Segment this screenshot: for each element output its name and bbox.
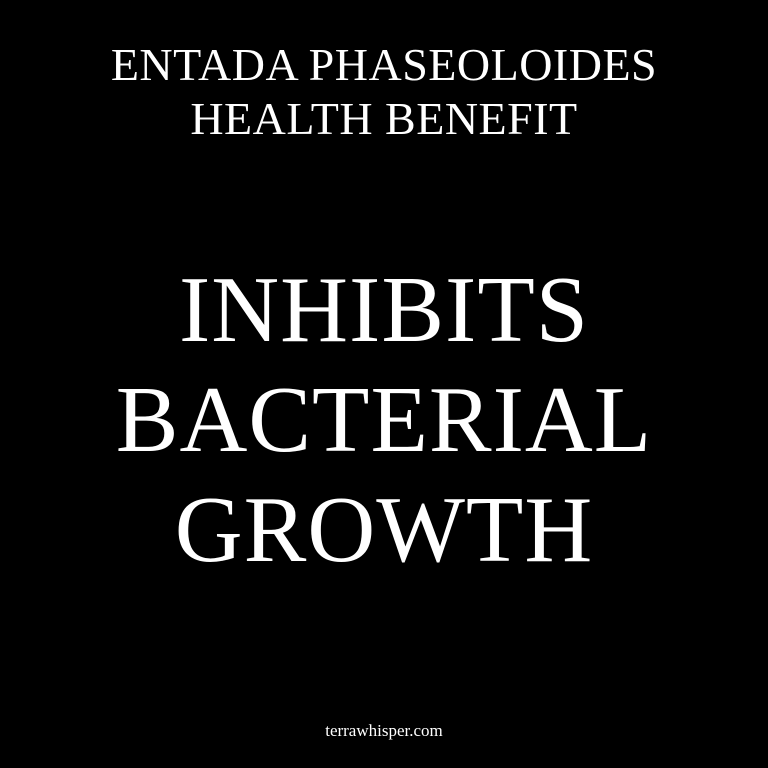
title-line-subtitle: HEALTH BENEFIT <box>190 93 578 144</box>
site-watermark: terrawhisper.com <box>325 721 443 740</box>
title-line-plant-name: ENTADA PHASEOLOIDES <box>110 39 658 90</box>
benefit-headline: INHIBITS BACTERIAL GROWTH <box>0 255 768 585</box>
headline-line-1: INHIBITS <box>178 258 590 362</box>
headline-line-2: BACTERIAL <box>115 368 653 472</box>
headline-line-3: GROWTH <box>174 478 594 582</box>
card-title: ENTADA PHASEOLOIDES HEALTH BENEFIT <box>0 38 768 146</box>
